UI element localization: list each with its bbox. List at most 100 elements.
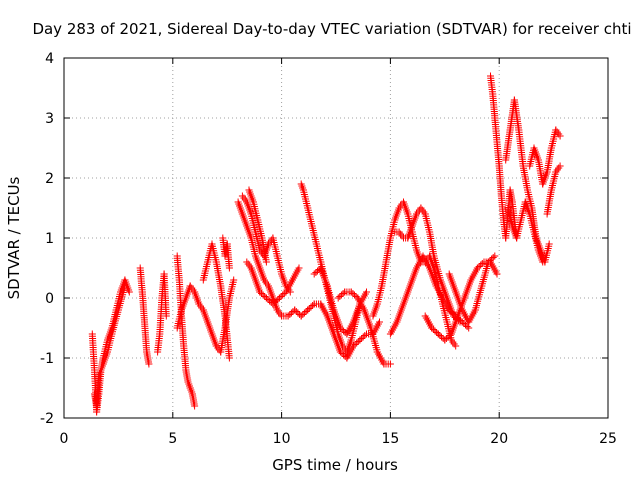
data-point xyxy=(264,296,272,303)
data-point xyxy=(230,276,238,284)
data-point xyxy=(353,339,361,347)
x-axis-label: GPS time / hours xyxy=(272,456,398,474)
data-point xyxy=(275,294,283,302)
chart-title: Day 283 of 2021, Sidereal Day-to-day VTE… xyxy=(32,20,631,38)
data-point xyxy=(431,327,439,335)
data-point xyxy=(447,308,455,315)
data-point xyxy=(462,321,469,329)
data-point xyxy=(338,326,346,333)
y-tick-label: 4 xyxy=(45,51,54,67)
data-point xyxy=(356,336,364,344)
data-point xyxy=(478,260,486,267)
data-point xyxy=(310,270,318,278)
data-point xyxy=(488,255,496,263)
data-point xyxy=(442,335,450,342)
data-point xyxy=(556,162,564,170)
data-point xyxy=(349,290,357,297)
data-point xyxy=(436,332,444,339)
data-point xyxy=(491,252,499,260)
data-point xyxy=(291,306,299,314)
x-tick-label: 0 xyxy=(60,431,69,447)
data-point xyxy=(125,288,133,296)
x-tick-label: 25 xyxy=(599,431,617,447)
x-tick-label: 5 xyxy=(168,431,177,447)
data-point xyxy=(302,308,310,315)
data-point xyxy=(286,311,294,318)
data-point xyxy=(452,342,460,350)
data-point xyxy=(347,288,355,296)
data-point xyxy=(486,257,494,264)
data-point xyxy=(225,354,233,362)
y-tick-label: 1 xyxy=(45,231,54,247)
data-point xyxy=(358,335,366,342)
data-point xyxy=(162,312,170,320)
axes: 0 5 10 15 20 25 -2 -1 0 1 2 3 4 xyxy=(40,51,617,447)
data-point xyxy=(295,264,303,272)
data-point xyxy=(312,269,320,276)
data-point xyxy=(438,333,445,341)
data-point xyxy=(475,263,483,270)
data-point xyxy=(448,309,456,317)
data-point xyxy=(279,291,287,299)
data-point xyxy=(121,282,129,290)
x-tick-label: 20 xyxy=(490,431,508,447)
data-point xyxy=(460,320,468,327)
data-point xyxy=(294,309,302,317)
data-point xyxy=(433,329,441,336)
data-point xyxy=(340,351,348,359)
data-point xyxy=(429,326,437,333)
data-point xyxy=(340,327,348,335)
data-point xyxy=(489,254,497,261)
data-point xyxy=(351,291,358,299)
data-point xyxy=(256,288,264,296)
data-point xyxy=(336,324,344,332)
data-point xyxy=(292,308,300,315)
data-point xyxy=(262,258,270,266)
data-point xyxy=(477,261,485,269)
data-point xyxy=(304,306,312,314)
x-tick-label: 10 xyxy=(273,431,291,447)
data-point xyxy=(361,332,369,339)
y-axis-label: SDTVAR / TECUs xyxy=(5,176,23,299)
data-point xyxy=(258,290,265,297)
data-point xyxy=(334,294,342,302)
data-point xyxy=(271,299,278,306)
data-point xyxy=(339,290,347,297)
data-point xyxy=(309,302,317,309)
data-point xyxy=(300,309,308,317)
data-point xyxy=(269,300,277,308)
data-point xyxy=(297,312,305,320)
data-point xyxy=(277,293,285,300)
x-tick-label: 15 xyxy=(381,431,399,447)
data-points xyxy=(88,72,564,416)
data-point xyxy=(261,293,269,300)
data-point xyxy=(272,297,280,305)
data-point xyxy=(336,348,344,356)
data-point xyxy=(376,318,383,326)
data-point xyxy=(428,324,436,332)
y-tick-label: -1 xyxy=(40,351,54,367)
data-point xyxy=(336,293,344,300)
y-tick-label: -2 xyxy=(40,411,54,427)
data-point xyxy=(545,240,553,248)
data-point xyxy=(274,296,282,303)
data-point xyxy=(458,318,466,326)
data-point xyxy=(386,360,394,368)
data-point xyxy=(338,350,346,357)
data-point xyxy=(266,297,274,305)
data-point xyxy=(465,324,473,332)
y-tick-label: 2 xyxy=(45,171,54,187)
data-point xyxy=(484,258,492,266)
data-point xyxy=(287,309,295,317)
data-point xyxy=(337,291,345,299)
data-point xyxy=(556,132,564,140)
data-point xyxy=(307,303,315,311)
data-point xyxy=(434,330,442,338)
y-tick-label: 3 xyxy=(45,111,54,127)
data-point xyxy=(284,312,292,320)
data-point xyxy=(463,323,471,330)
data-point xyxy=(354,338,362,345)
data-point xyxy=(493,270,501,278)
y-tick-label: 0 xyxy=(45,291,54,307)
